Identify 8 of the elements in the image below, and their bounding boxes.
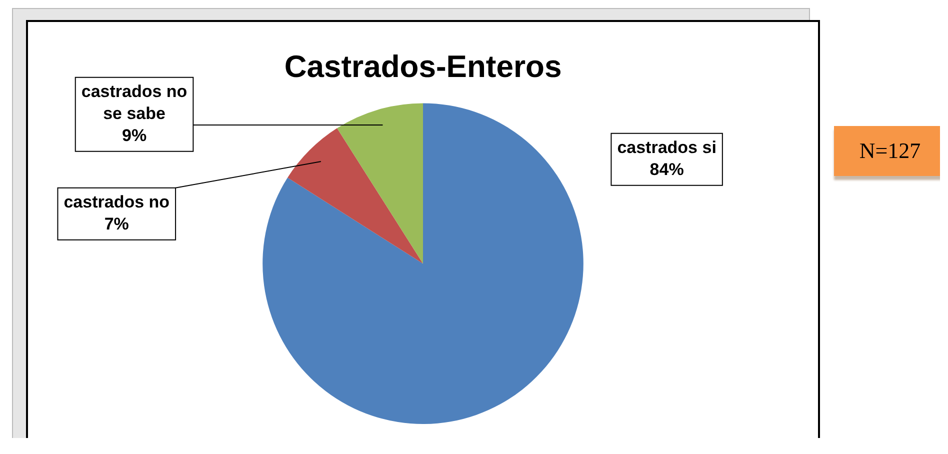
text: N=127 [858, 137, 922, 165]
chart-title: Castrados-Enteros [284, 49, 562, 84]
slice-label: castrados si [617, 138, 716, 158]
data-label: 7% [104, 214, 129, 234]
slice-label: castrados no [64, 192, 170, 212]
slice-label: castrados no se sabe [81, 82, 188, 124]
data-label: 9% [122, 126, 147, 146]
data-label: 84% [650, 160, 684, 180]
